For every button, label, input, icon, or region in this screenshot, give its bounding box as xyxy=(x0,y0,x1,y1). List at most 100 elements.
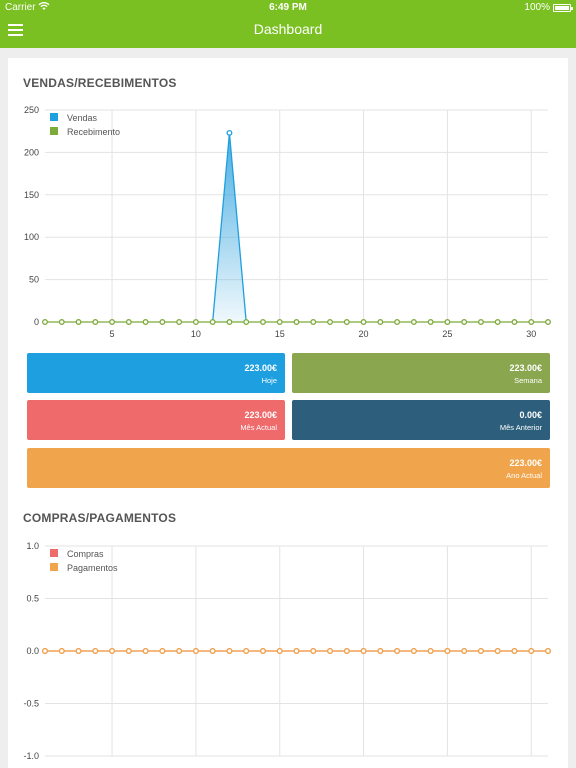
point-recebimento xyxy=(209,319,216,325)
point-pagamentos xyxy=(58,648,65,654)
x-tick-label: 30 xyxy=(526,329,536,339)
point-pagamentos xyxy=(293,648,300,654)
point-pagamentos xyxy=(226,648,233,654)
point-pagamentos xyxy=(192,648,199,654)
point-recebimento xyxy=(343,319,350,325)
legend-swatch-compras xyxy=(50,549,58,557)
point-pagamentos xyxy=(209,648,216,654)
battery-percentage: 100% xyxy=(524,2,550,13)
tile-current-year-label: Ano Actual xyxy=(506,471,542,480)
tile-current-year[interactable]: 223.00€ Ano Actual xyxy=(27,448,550,488)
legend-swatch-recebimento xyxy=(50,127,58,135)
point-pagamentos xyxy=(494,648,501,654)
point-pagamentos xyxy=(243,648,250,654)
y-tick-label: 200 xyxy=(24,147,39,157)
dashboard-card: VENDAS/RECEBIMENTOS 0 50 100 150 200 250 5 10 15… xyxy=(8,58,568,768)
battery-icon xyxy=(553,4,573,12)
point-recebimento xyxy=(545,319,551,325)
point-pagamentos xyxy=(42,648,48,654)
series-area-vendas xyxy=(212,132,247,322)
y-tick-label: 50 xyxy=(29,275,39,285)
point-recebimento xyxy=(58,319,65,325)
point-recebimento xyxy=(159,319,166,325)
sales-section-title: VENDAS/RECEBIMENTOS xyxy=(23,76,177,90)
point-pagamentos xyxy=(545,648,551,654)
nav-bar: Dashboard xyxy=(0,16,576,48)
y-tick-label: 150 xyxy=(24,190,39,200)
point-pagamentos xyxy=(477,648,484,654)
point-pagamentos xyxy=(377,648,384,654)
tile-week-label: Semana xyxy=(514,376,542,385)
tile-current-year-value: 223.00€ xyxy=(509,458,542,468)
hamburger-menu-icon[interactable] xyxy=(8,23,24,37)
point-recebimento xyxy=(477,319,484,325)
legend-label-pagamentos: Pagamentos xyxy=(67,563,118,573)
point-recebimento xyxy=(461,319,468,325)
tile-today-value: 223.00€ xyxy=(244,363,277,373)
tile-today[interactable]: 223.00€ Hoje xyxy=(27,353,285,393)
point-pagamentos xyxy=(327,648,333,654)
point-pagamentos xyxy=(360,648,367,654)
point-recebimento xyxy=(176,319,183,325)
status-bar: Carrier 6:49 PM 100% xyxy=(0,0,576,16)
point-pagamentos xyxy=(276,648,283,654)
tile-week[interactable]: 223.00€ Semana xyxy=(292,353,550,393)
legend-label-compras: Compras xyxy=(67,549,104,559)
x-tick-label: 25 xyxy=(442,329,452,339)
point-recebimento xyxy=(528,319,535,325)
legend-swatch-vendas xyxy=(50,113,58,121)
tile-current-month-value: 223.00€ xyxy=(244,410,277,420)
x-tick-label: 15 xyxy=(275,329,285,339)
x-tick-label: 10 xyxy=(191,329,201,339)
tile-current-month-label: Mês Actual xyxy=(240,423,277,432)
carrier-label: Carrier xyxy=(5,2,36,13)
point-recebimento xyxy=(360,319,367,325)
wifi-icon xyxy=(38,1,50,14)
y-tick-label: 250 xyxy=(24,105,39,115)
point-vendas xyxy=(226,129,233,136)
y-tick-label: 0.0 xyxy=(26,646,39,656)
y-tick-label: 0.5 xyxy=(26,594,39,604)
point-recebimento xyxy=(410,319,417,325)
legend-label-vendas: Vendas xyxy=(67,113,98,123)
point-recebimento xyxy=(327,319,333,325)
point-pagamentos xyxy=(410,648,417,654)
y-tick-label: 1.0 xyxy=(26,541,39,551)
point-pagamentos xyxy=(394,648,401,654)
purchases-section-title: COMPRAS/PAGAMENTOS xyxy=(23,511,177,525)
sales-chart: 0 50 100 150 200 250 5 10 15 20 25 30 Vendas Recebime… xyxy=(24,105,551,339)
point-recebimento xyxy=(92,319,99,325)
point-recebimento xyxy=(42,319,48,325)
tile-previous-month-label: Mês Anterior xyxy=(499,423,542,432)
point-recebimento xyxy=(394,319,401,325)
point-pagamentos xyxy=(176,648,183,654)
point-pagamentos xyxy=(461,648,468,654)
point-pagamentos xyxy=(159,648,166,654)
point-pagamentos xyxy=(260,648,266,654)
page-title: Dashboard xyxy=(253,21,323,37)
point-pagamentos xyxy=(343,648,350,654)
y-tick-label: 100 xyxy=(24,232,39,242)
point-recebimento xyxy=(377,319,384,325)
point-recebimento xyxy=(142,319,149,325)
tile-today-label: Hoje xyxy=(261,376,277,385)
x-tick-label: 5 xyxy=(110,329,115,339)
point-recebimento xyxy=(444,319,451,325)
point-pagamentos xyxy=(92,648,99,654)
point-recebimento xyxy=(310,319,317,325)
point-pagamentos xyxy=(109,648,116,654)
point-pagamentos xyxy=(444,648,451,654)
point-pagamentos xyxy=(142,648,149,654)
legend-swatch-pagamentos xyxy=(50,563,58,571)
point-recebimento xyxy=(276,319,283,325)
tile-week-value: 223.00€ xyxy=(509,363,542,373)
y-tick-label: -1.0 xyxy=(23,751,39,761)
point-pagamentos xyxy=(125,648,132,654)
tile-previous-month[interactable]: 0.00€ Mês Anterior xyxy=(292,400,550,440)
point-recebimento xyxy=(511,319,518,325)
x-tick-label: 20 xyxy=(359,329,369,339)
tile-current-month[interactable]: 223.00€ Mês Actual xyxy=(27,400,285,440)
legend-label-recebimento: Recebimento xyxy=(67,127,120,137)
point-recebimento xyxy=(260,319,266,325)
clock: 6:49 PM xyxy=(269,2,307,13)
